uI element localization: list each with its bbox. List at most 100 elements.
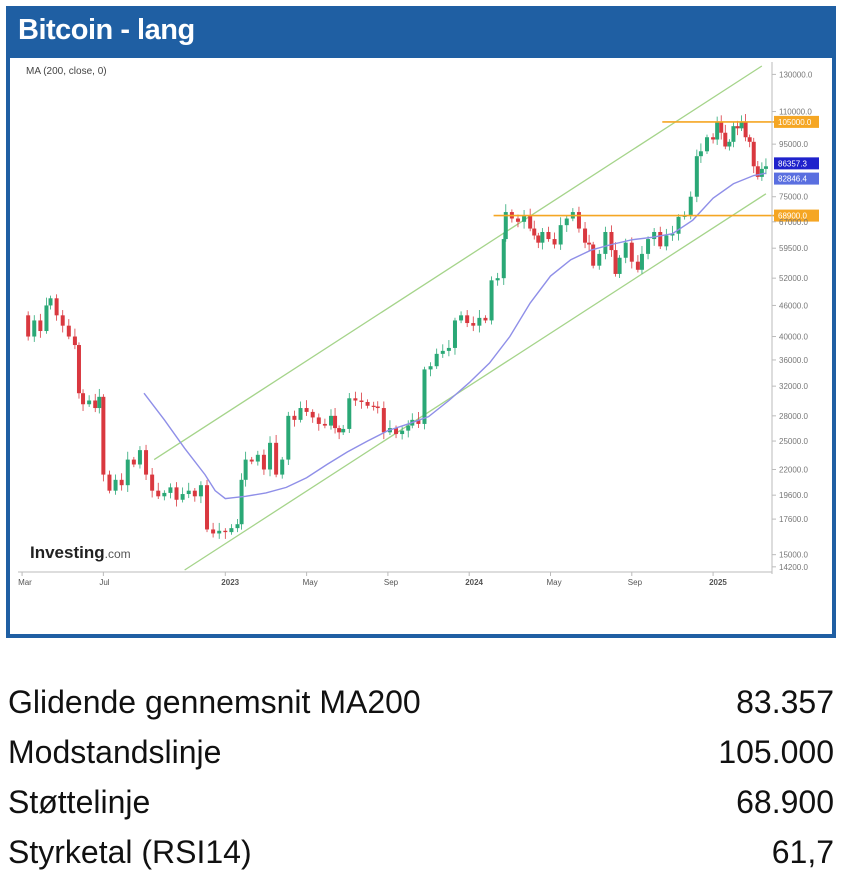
candle-body xyxy=(755,166,760,177)
title-bar: Bitcoin - lang xyxy=(6,6,836,58)
x-tick-label: May xyxy=(546,578,561,587)
candle-body xyxy=(137,450,142,465)
candle-body xyxy=(54,298,59,316)
candle-body xyxy=(261,454,266,470)
price-tags: 86357.3 82846.4 xyxy=(774,157,819,185)
candle-body xyxy=(359,400,364,402)
candle-body xyxy=(747,137,752,142)
candle-body xyxy=(347,398,352,429)
candle-body xyxy=(658,231,663,247)
candle-body xyxy=(446,347,451,351)
candle-body xyxy=(375,406,380,409)
candle-body xyxy=(532,228,537,236)
candle-body xyxy=(60,315,65,326)
candle-body xyxy=(286,415,291,460)
candle-body xyxy=(552,239,557,245)
candle-body xyxy=(186,490,191,495)
y-tick-label: 52000.0 xyxy=(779,274,808,283)
candle-body xyxy=(528,215,533,229)
candle-body xyxy=(119,479,124,486)
candle-body xyxy=(341,428,346,433)
level-tag xyxy=(774,209,819,222)
candle-body xyxy=(38,320,43,332)
candle-body xyxy=(101,396,106,475)
candle-body xyxy=(587,242,592,245)
level-tag-label: 68900.0 xyxy=(778,212,807,221)
candle-body xyxy=(304,408,309,412)
candle-body xyxy=(87,400,92,405)
candle-body xyxy=(609,231,614,251)
price-tag-label: 82846.4 xyxy=(778,175,807,184)
y-tick-label: 22000.0 xyxy=(779,465,808,474)
candle-body xyxy=(205,485,210,530)
candle-body xyxy=(617,257,622,274)
candle-body xyxy=(597,253,602,266)
stat-value: 61,7 xyxy=(771,834,834,870)
candle-body xyxy=(229,528,234,533)
candle-body xyxy=(558,225,563,245)
x-tick-label: Sep xyxy=(384,578,399,587)
candle-body xyxy=(495,278,500,281)
candle-body xyxy=(603,231,608,254)
indicator-label: MA (200, close, 0) xyxy=(26,66,107,77)
candle-body xyxy=(365,401,370,406)
y-axis: 14200.0 15000.0 17600.0 19600.0 22000.0 25000… xyxy=(771,62,813,574)
candle-body xyxy=(400,430,405,435)
candle-body xyxy=(646,239,651,254)
candle-body xyxy=(249,459,254,462)
candle-body xyxy=(723,132,728,147)
candle-body xyxy=(635,261,640,270)
y-tick-label: 59500.0 xyxy=(779,244,808,253)
logo-text: Investing xyxy=(30,543,105,562)
candle-body xyxy=(613,250,618,274)
candle-body xyxy=(694,156,699,197)
y-tick-label: 46000.0 xyxy=(779,301,808,310)
candle-body xyxy=(540,231,545,243)
candle-body xyxy=(255,454,260,462)
stat-value: 83.357 xyxy=(736,684,834,720)
candle-body xyxy=(715,121,720,140)
candle-body xyxy=(583,228,588,243)
candle-body xyxy=(522,215,527,222)
candle-body xyxy=(591,244,596,266)
candle-body xyxy=(66,325,71,337)
candle-body xyxy=(670,233,675,236)
x-tick-label: 2023 xyxy=(221,578,239,587)
plot-area: 105000.0 68900.0 14200.0 15000.0 17600.0 196… xyxy=(10,58,832,634)
candle-body xyxy=(459,315,464,321)
candle-body xyxy=(727,141,732,147)
stat-label: Modstandslinje xyxy=(8,734,222,770)
candle-body xyxy=(280,459,285,475)
candle-body xyxy=(629,242,634,262)
candle-body xyxy=(310,411,315,418)
candle-body xyxy=(711,137,716,140)
candle-body xyxy=(688,196,693,216)
stat-row-support: Støttelinje 68.900 xyxy=(8,784,834,834)
y-tick-label: 28000.0 xyxy=(779,412,808,421)
candle-body xyxy=(131,459,136,465)
trend-channel xyxy=(153,65,767,571)
ma200-series xyxy=(143,172,767,500)
stat-label: Styrketal (RSI14) xyxy=(8,834,252,870)
stat-label: Glidende gennemsnit MA200 xyxy=(8,684,421,720)
candle-body xyxy=(168,487,173,493)
candle-body xyxy=(371,405,376,407)
candle-body xyxy=(739,121,744,129)
stats-table: Glidende gennemsnit MA200 83.357 Modstan… xyxy=(8,684,834,884)
candle-body xyxy=(719,121,724,133)
candle-body xyxy=(501,239,506,279)
candle-body xyxy=(26,315,31,337)
x-tick-label: May xyxy=(303,578,318,587)
candle-body xyxy=(406,425,411,431)
candle-body xyxy=(322,423,327,426)
candle-body xyxy=(515,218,520,222)
x-tick-label: 2025 xyxy=(709,578,727,587)
candle-body xyxy=(623,242,628,258)
candle-body xyxy=(292,415,297,420)
candle-body xyxy=(503,212,508,240)
y-tick-label: 15000.0 xyxy=(779,551,808,560)
candle-body xyxy=(192,490,197,497)
stat-value: 105.000 xyxy=(718,734,834,770)
y-tick-label: 25000.0 xyxy=(779,437,808,446)
horizontal-levels: 105000.0 68900.0 xyxy=(493,115,819,222)
